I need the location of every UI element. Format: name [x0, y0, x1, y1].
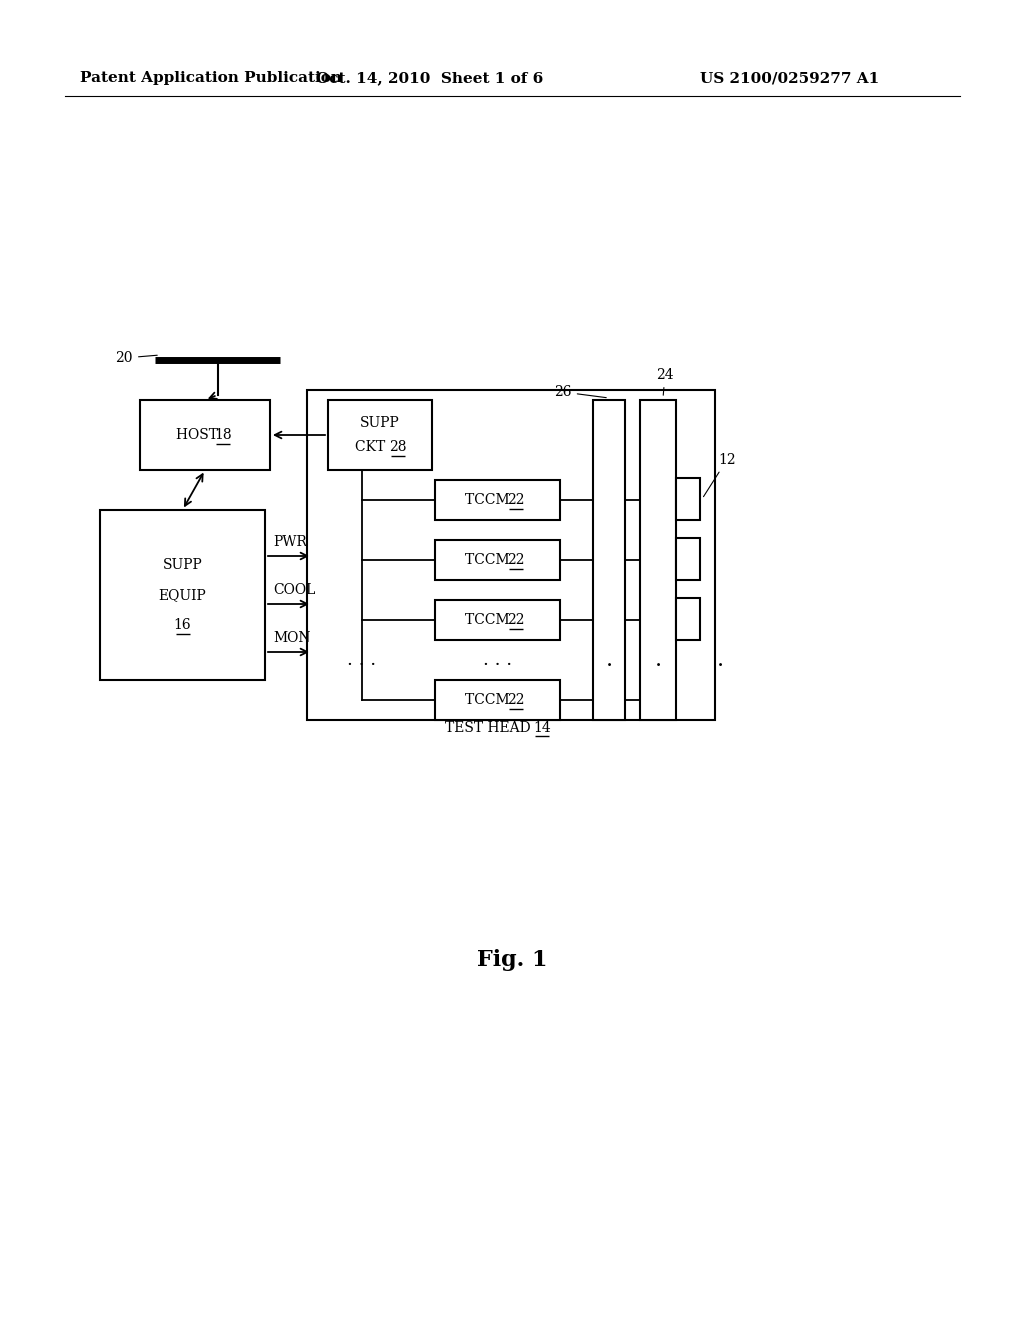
Bar [100, 510, 265, 680]
Text: 28: 28 [389, 440, 407, 454]
Text: 26: 26 [554, 385, 606, 399]
Text: Fig. 1: Fig. 1 [477, 949, 547, 972]
Bar [307, 389, 715, 719]
Text: Patent Application Publication: Patent Application Publication [80, 71, 342, 84]
Bar [593, 400, 625, 719]
Text: 22: 22 [507, 492, 524, 507]
Bar [435, 601, 560, 640]
Text: .: . [717, 649, 724, 671]
Bar [435, 480, 560, 520]
Bar [328, 400, 432, 470]
Text: SUPP: SUPP [360, 416, 400, 430]
Bar [640, 400, 676, 719]
Text: HOST: HOST [176, 428, 222, 442]
Text: 16: 16 [174, 618, 191, 632]
Text: 20: 20 [116, 351, 158, 366]
Text: EQUIP: EQUIP [159, 587, 207, 602]
Text: PWR: PWR [273, 535, 307, 549]
Text: CKT: CKT [354, 440, 389, 454]
Bar [676, 478, 700, 520]
Text: . . .: . . . [347, 651, 377, 669]
Text: MON: MON [273, 631, 310, 645]
Text: SUPP: SUPP [163, 558, 203, 572]
Text: TCCM: TCCM [465, 612, 514, 627]
Text: COOL: COOL [273, 583, 315, 597]
Bar [435, 540, 560, 579]
Text: 24: 24 [656, 368, 674, 395]
Text: 22: 22 [507, 553, 524, 568]
Text: TEST HEAD: TEST HEAD [445, 721, 535, 735]
Text: 22: 22 [507, 693, 524, 708]
Text: . . .: . . . [483, 651, 512, 669]
Text: TCCM: TCCM [465, 492, 514, 507]
Text: .: . [654, 649, 662, 671]
Bar [676, 598, 700, 640]
Text: 18: 18 [214, 428, 231, 442]
Text: 14: 14 [534, 721, 551, 735]
Bar [676, 539, 700, 579]
Bar [140, 400, 270, 470]
Text: US 2100/0259277 A1: US 2100/0259277 A1 [700, 71, 880, 84]
Text: TCCM: TCCM [465, 553, 514, 568]
Text: Oct. 14, 2010  Sheet 1 of 6: Oct. 14, 2010 Sheet 1 of 6 [316, 71, 544, 84]
Text: TCCM: TCCM [465, 693, 514, 708]
Text: 12: 12 [703, 453, 735, 496]
Text: 22: 22 [507, 612, 524, 627]
Text: .: . [605, 649, 612, 671]
Bar [435, 680, 560, 719]
